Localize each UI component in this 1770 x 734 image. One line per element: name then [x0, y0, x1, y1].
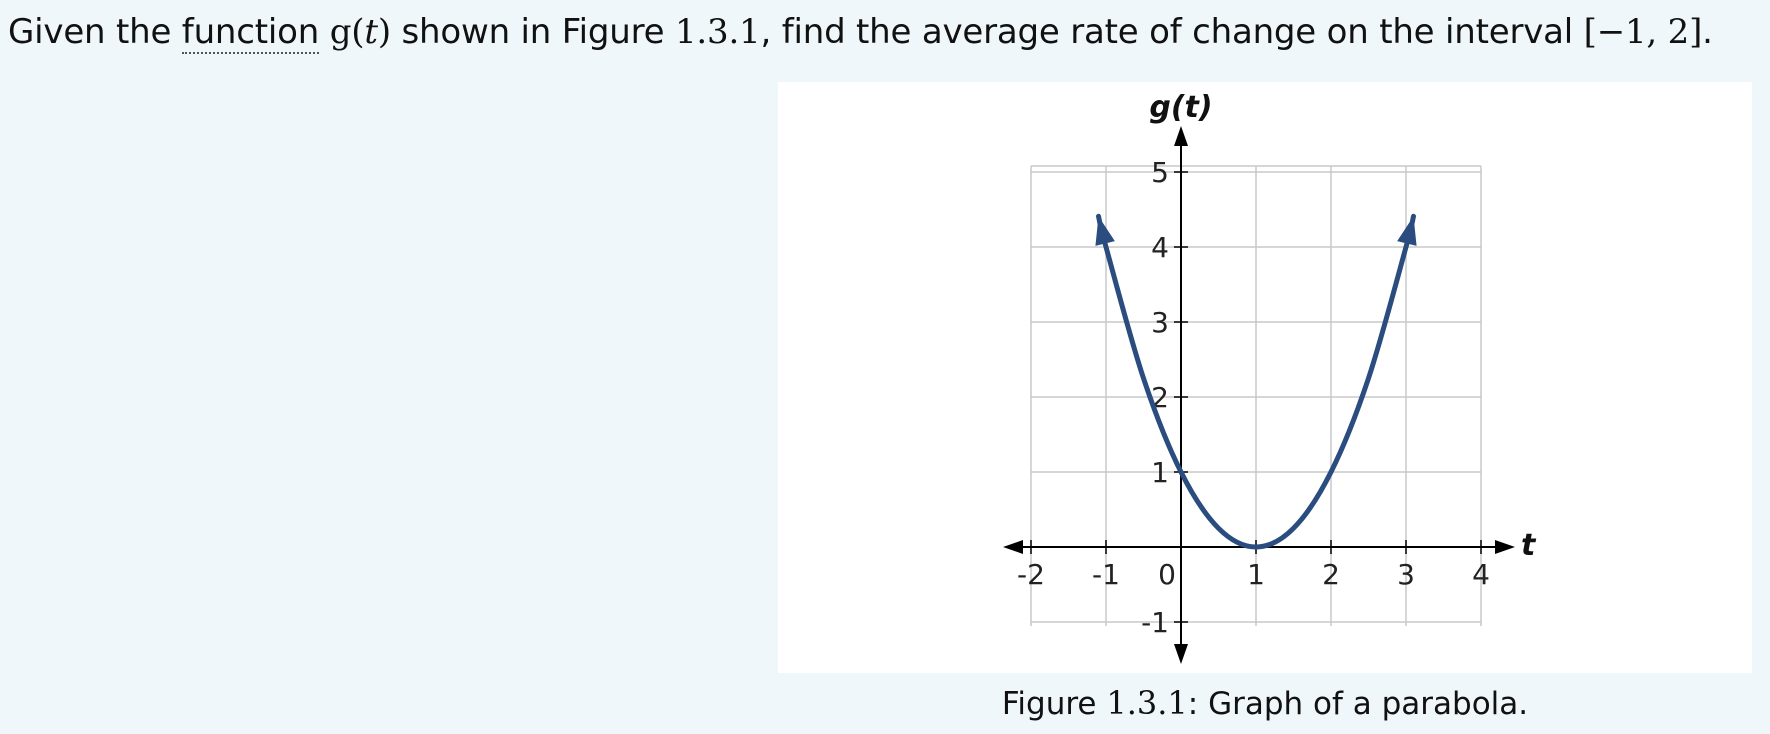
question-prefix: Given the: [8, 12, 182, 52]
y-axis-label: g(t): [1149, 90, 1212, 125]
x-tick-label: 1: [1247, 558, 1265, 591]
y-axis-arrow-up: [1174, 126, 1188, 146]
question-text: Given the function g(t) shown in Figure …: [8, 10, 1713, 54]
x-tick-label: 0: [1158, 558, 1176, 591]
interval-notation: [−1, 2]: [1583, 12, 1703, 52]
y-axis-arrow-down: [1174, 644, 1188, 664]
figure-reference: 1.3.1: [674, 12, 761, 52]
question-middle: , find the average rate of change on the…: [760, 12, 1584, 52]
function-notation: g(t): [329, 12, 391, 52]
x-tick-label: -1: [1092, 558, 1120, 591]
y-tick-label: 4: [1151, 231, 1169, 264]
x-axis-arrow-left: [1003, 540, 1023, 554]
glossary-term-function[interactable]: function: [181, 12, 320, 54]
figure-panel: -2 -1 0 1 2 3 4 -1 1 2 3 4 5 g(t) t: [778, 82, 1752, 673]
caption-text: : Graph of a parabola.: [1187, 686, 1529, 722]
y-tick-label: 5: [1151, 156, 1169, 189]
y-tick-label: 1: [1151, 456, 1169, 489]
question-after-function: shown in Figure: [390, 12, 675, 52]
x-tick-label: 4: [1472, 558, 1490, 591]
x-tick-label: -2: [1017, 558, 1045, 591]
function-variable: t: [364, 12, 378, 52]
caption-label: Figure: [1001, 686, 1107, 722]
x-axis-label: t: [1521, 528, 1537, 563]
question-suffix: .: [1702, 12, 1713, 52]
curve-arrowhead: [1397, 216, 1417, 246]
curve-arrowhead: [1095, 216, 1115, 246]
figure-caption: Figure 1.3.1: Graph of a parabola.: [778, 683, 1752, 724]
y-tick-label: -1: [1141, 606, 1169, 639]
caption-number: 1.3.1: [1106, 684, 1188, 722]
x-axis-arrow-right: [1495, 540, 1515, 554]
x-tick-label: 2: [1322, 558, 1340, 591]
parabola-curve: [1096, 213, 1416, 550]
x-tick-label: 3: [1397, 558, 1415, 591]
y-tick-label: 3: [1151, 306, 1169, 339]
function-name: g: [329, 12, 352, 52]
